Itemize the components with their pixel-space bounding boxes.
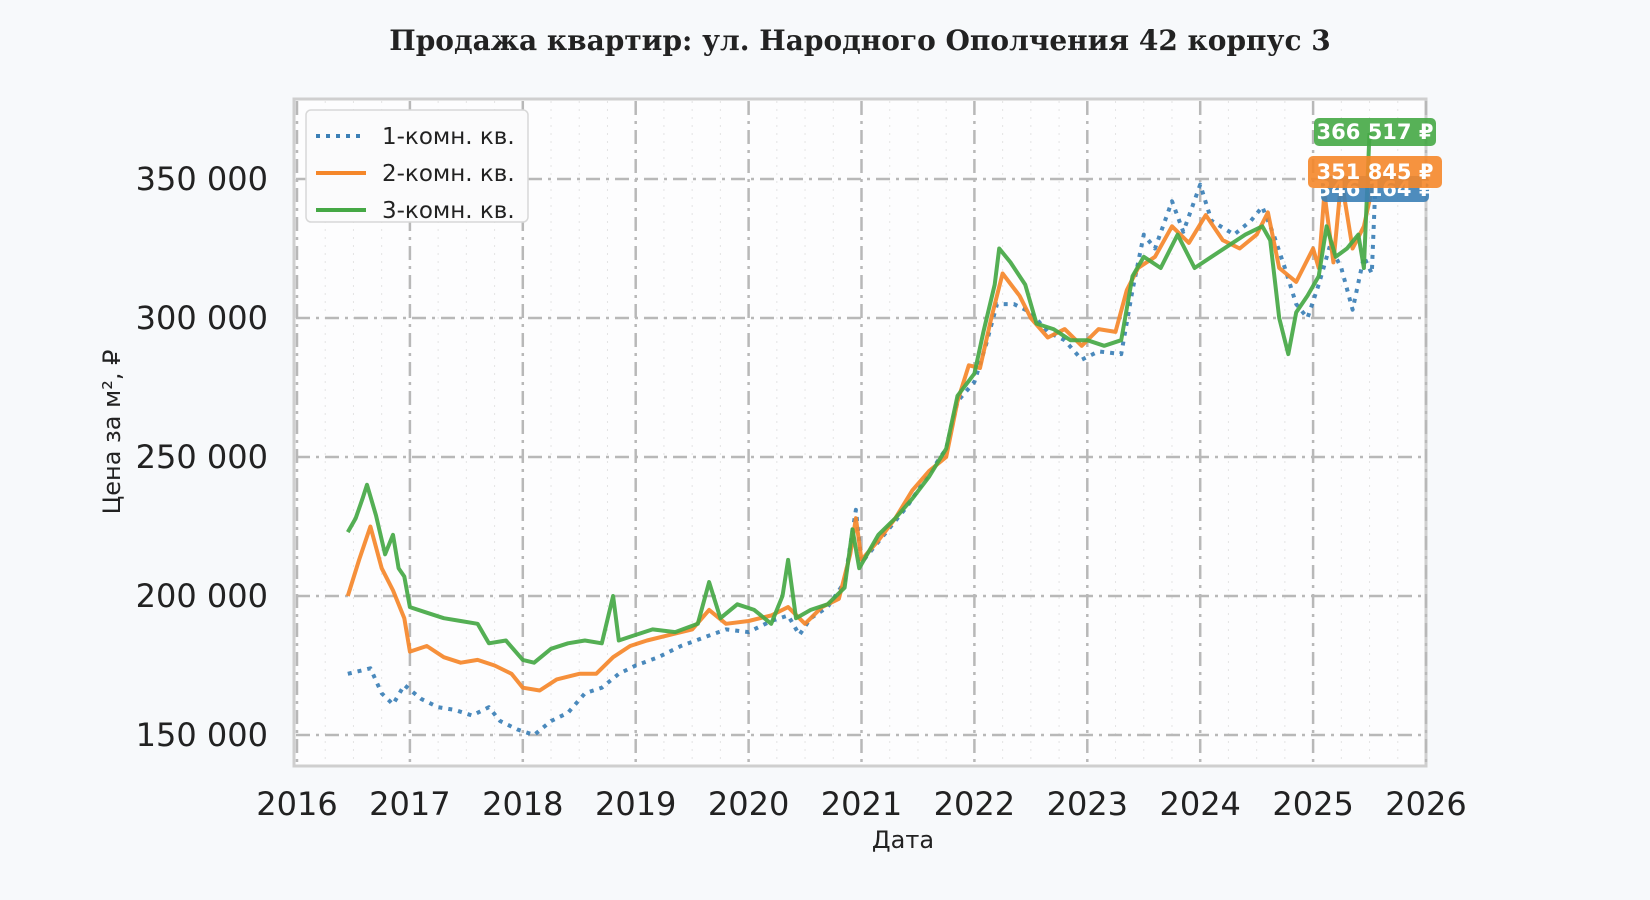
last-value-badge-2 <box>1308 156 1442 188</box>
x-tick-label: 2018 <box>482 785 563 823</box>
legend-label-1room: 1-комн. кв. <box>382 124 515 150</box>
chart-title: Продажа квартир: ул. Народного Ополчения… <box>389 24 1331 57</box>
last-value-badges: 346 164 ₽366 517 ₽351 845 ₽ <box>1308 118 1442 202</box>
y-tick-label: 300 000 <box>136 299 268 337</box>
legend-label-3room: 3-комн. кв. <box>382 198 515 224</box>
y-tick-label: 150 000 <box>136 716 268 754</box>
last-value-badge-3 <box>1314 118 1436 146</box>
y-tick-label: 350 000 <box>136 160 268 198</box>
y-tick-label: 200 000 <box>136 577 268 615</box>
x-tick-label: 2019 <box>595 785 676 823</box>
legend: 1-комн. кв. 2-комн. кв. 3-комн. кв. <box>305 109 529 224</box>
x-tick-label: 2016 <box>256 785 337 823</box>
x-tick-label: 2020 <box>708 785 789 823</box>
x-axis-ticks: 2016 2017 2018 2019 2020 2021 2022 2023 2024 2025… <box>256 785 1466 823</box>
y-tick-label: 250 000 <box>136 438 268 476</box>
legend-label-2room: 2-комн. кв. <box>382 161 515 187</box>
x-tick-label: 2017 <box>369 785 450 823</box>
x-axis-label: Дата <box>872 826 934 854</box>
last-value-text-2: 351 845 ₽ <box>1317 160 1434 184</box>
data-series <box>345 133 1378 737</box>
series-line-3 <box>346 133 1372 665</box>
x-tick-label: 2024 <box>1159 785 1240 823</box>
y-axis-label: Цена за м², ₽ <box>98 350 126 515</box>
x-tick-label: 2021 <box>821 785 902 823</box>
x-tick-label: 2025 <box>1272 785 1353 823</box>
last-value-text-3: 366 517 ₽ <box>1317 120 1434 144</box>
series-line-1 <box>347 182 1378 737</box>
y-axis-ticks: 150 000 200 000 250 000 300 000 350 000 <box>136 160 268 754</box>
x-tick-label: 2022 <box>934 785 1015 823</box>
legend-box <box>305 109 529 223</box>
x-tick-label: 2023 <box>1047 785 1128 823</box>
x-tick-label: 2026 <box>1385 785 1466 823</box>
